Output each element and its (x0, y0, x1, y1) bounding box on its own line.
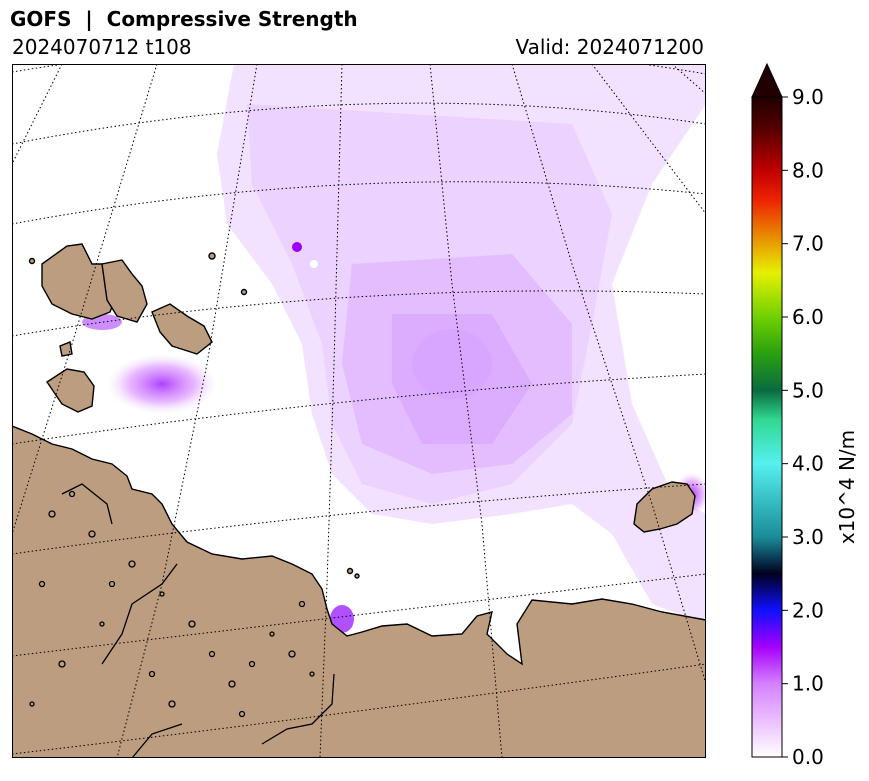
colorbar-tick-label: 1.0 (792, 672, 824, 696)
island-kolguev (151, 303, 213, 355)
map-panel (12, 64, 706, 758)
island-north-right (101, 259, 148, 323)
colorbar-extend-arrow (751, 62, 783, 98)
graticule (12, 64, 706, 758)
island-west (46, 368, 95, 413)
colorbar-tick-label: 6.0 (792, 305, 824, 329)
colorbar-tick-label: 3.0 (792, 525, 824, 549)
colorbar: 0.0 1.0 2.0 3.0 4.0 5.0 6.0 7.0 8.0 9.0 x10^4 N/m (751, 62, 859, 769)
land-masses (12, 243, 706, 758)
colorbar-tick-label: 5.0 (792, 378, 824, 402)
colorbar-label: x10^4 N/m (835, 430, 859, 544)
colorbar-tick-label: 0.0 (792, 745, 824, 769)
islet (28, 257, 36, 265)
colorbar-ticks: 0.0 1.0 2.0 3.0 4.0 5.0 6.0 7.0 8.0 9.0 (782, 85, 824, 769)
colorbar-tick-label: 4.0 (792, 452, 824, 476)
plot-title: GOFS | Compressive Strength (10, 7, 358, 31)
islet (354, 573, 360, 579)
colorbar-tick-label: 7.0 (792, 232, 824, 256)
map-frame (12, 64, 706, 758)
colorbar-tick-label: 8.0 (792, 158, 824, 182)
mainland-landmass (12, 425, 706, 758)
islet (346, 567, 354, 575)
run-time-label: 2024070712 t108 (12, 35, 192, 59)
island-east (633, 481, 696, 533)
islet (240, 288, 248, 296)
colorbar-gradient (751, 96, 783, 758)
valid-time-label: Valid: 2024071200 (515, 35, 704, 59)
colorbar-tick-label: 2.0 (792, 598, 824, 622)
island-small-west (59, 341, 73, 357)
islet (208, 252, 216, 260)
colorbar-tick-label: 9.0 (792, 85, 824, 109)
